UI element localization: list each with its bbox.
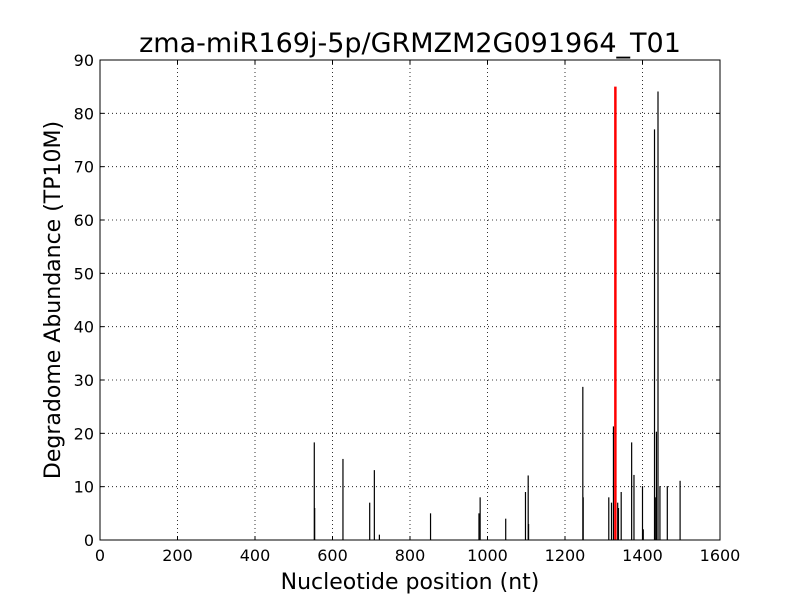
x-tick-label: 800 <box>395 546 426 565</box>
x-tick-label: 400 <box>240 546 271 565</box>
y-tick-label: 20 <box>74 424 94 443</box>
chart-title: zma-miR169j-5p/GRMZM2G091964_T01 <box>139 28 681 59</box>
y-tick-label: 90 <box>74 51 94 70</box>
x-tick-label: 200 <box>162 546 193 565</box>
x-tick-label: 0 <box>95 546 105 565</box>
y-tick-label: 70 <box>74 158 94 177</box>
x-tick-label: 1000 <box>467 546 508 565</box>
y-tick-label: 10 <box>74 478 94 497</box>
x-tick-label: 1200 <box>545 546 586 565</box>
y-tick-label: 60 <box>74 211 94 230</box>
x-axis-label: Nucleotide position (nt) <box>281 570 540 595</box>
y-tick-label: 50 <box>74 264 94 283</box>
y-tick-label: 40 <box>74 318 94 337</box>
y-tick-label: 80 <box>74 104 94 123</box>
x-tick-label: 600 <box>317 546 348 565</box>
y-tick-label: 0 <box>84 531 94 550</box>
axis-ticks: 0 200 400 600 800 1000 1200 1400 1600 0 10 20 30 40 50… <box>74 51 741 565</box>
x-tick-label: 1600 <box>700 546 741 565</box>
data-bars <box>313 86 681 540</box>
y-axis-label: Degradome Abundance (TP10M) <box>41 121 66 479</box>
grid-lines <box>100 60 720 540</box>
y-tick-label: 30 <box>74 371 94 390</box>
x-tick-label: 1400 <box>622 546 663 565</box>
